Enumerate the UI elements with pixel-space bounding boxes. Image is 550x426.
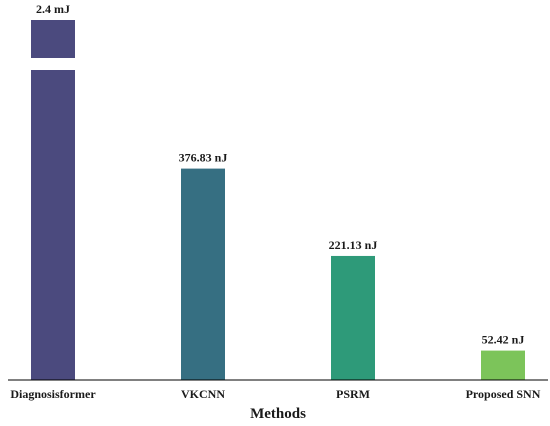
data-label-vkcnn: 376.83 nJ	[179, 151, 228, 165]
x-tick-vkcnn: VKCNN	[181, 387, 225, 401]
bar-psrm	[331, 255, 375, 380]
data-label-proposed-snn: 52.42 nJ	[482, 333, 525, 347]
bar-proposed-snn	[481, 350, 525, 380]
bars-layer	[31, 20, 525, 380]
x-axis-title: Methods	[250, 406, 306, 422]
bar-vkcnn	[181, 168, 225, 380]
bar-diagnosisformer-lower	[31, 70, 75, 380]
x-tick-diagnosisformer: Diagnosisformer	[10, 387, 96, 401]
labels-layer: 2.4 mJ Diagnosisformer 376.83 nJ VKCNN 221.1…	[10, 2, 540, 401]
data-label-psrm: 221.13 nJ	[329, 238, 378, 252]
x-tick-psrm: PSRM	[336, 387, 370, 401]
x-tick-proposed-snn: Proposed SNN	[466, 387, 541, 401]
bar-diagnosisformer-upper	[31, 20, 75, 58]
data-label-diagnosisformer: 2.4 mJ	[36, 2, 70, 16]
